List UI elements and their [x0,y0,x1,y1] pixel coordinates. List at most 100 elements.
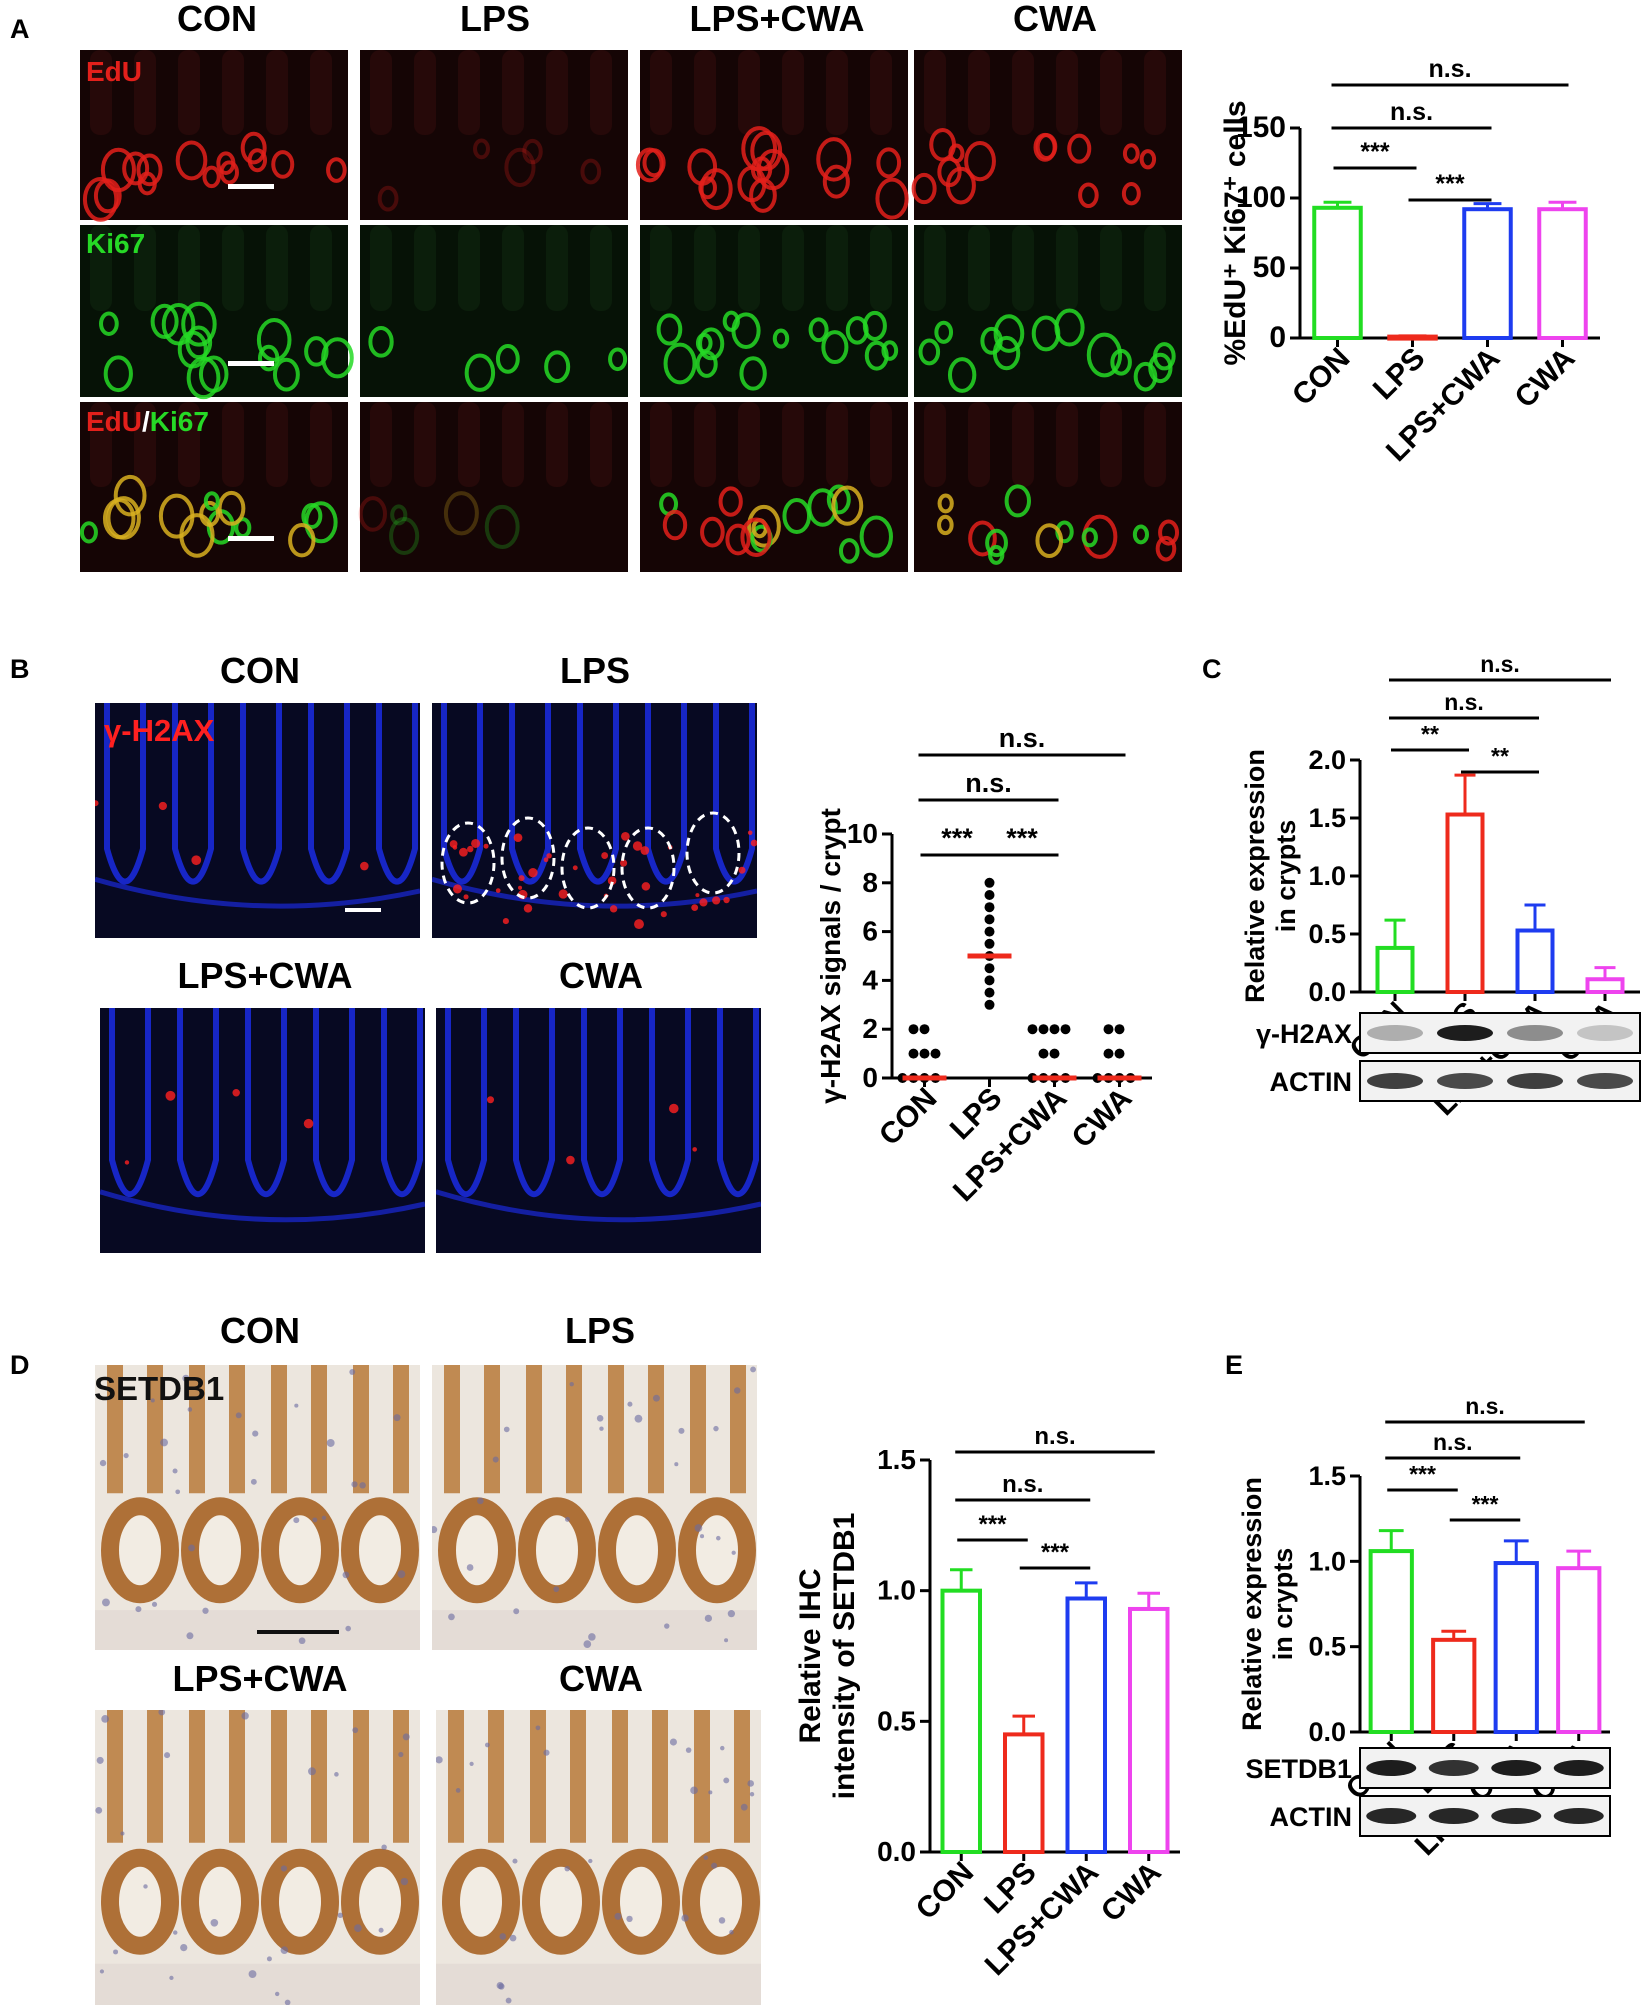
nucleus-counterstain [326,1438,335,1447]
nucleus-counterstain [664,1623,670,1629]
crypt-signal [179,513,215,558]
gh2ax-focus [607,876,617,885]
fluorescence-tile [914,402,1182,572]
gh2ax-focus [95,800,99,807]
chart-a-edu-ki67: 0 50 100 150 CON LPS LPS+CWA CWA n.s. n.s. *** ***%… [1200,40,1640,600]
blot-band [1437,1073,1493,1089]
nucleus-counterstain [188,1544,195,1552]
crypt-signal [826,484,851,515]
bar-cwa [1537,207,1588,340]
gh2ax-focus [634,919,644,930]
nucleus-counterstain [378,1927,384,1933]
nucleus-counterstain [681,1914,689,1922]
data-point [984,890,995,900]
nucleus-counterstain [393,1414,401,1422]
nucleus-counterstain [186,1632,194,1640]
bar-lps-cwa [1493,1561,1539,1734]
crypt-signal [937,493,954,514]
nucleus-counterstain [599,1426,604,1431]
villus-shadow [738,50,760,135]
x-tick-label: CON [1286,342,1356,412]
nucleus-counterstain [708,1790,713,1795]
x-tick-label: CON [910,1856,980,1926]
villus-epithelium [612,1710,668,1843]
crypt-stain [341,1848,419,1955]
crypt-signal [937,156,962,188]
villus-shadow [1012,402,1034,487]
fluorescence-tile [640,402,908,572]
villus-shadow [694,402,716,487]
crypt-stain [181,1497,259,1604]
data-point [908,1024,919,1035]
crypt-signal [695,332,713,354]
tile-background [914,225,1182,397]
nucleus-counterstain [503,1426,510,1433]
nucleus-counterstain [448,1613,455,1621]
crypt-signal [864,340,889,371]
nucleus-counterstain [298,1637,306,1645]
significance-label: n.s. [1465,1393,1505,1419]
crypt-signal [722,310,740,332]
nucleus-counterstain [210,1918,219,1927]
nucleus-counterstain [614,1912,622,1920]
nucleus-counterstain [720,1745,725,1751]
crypt-signal [749,177,777,213]
villus-shadow [222,402,244,487]
nucleus-counterstain [158,1710,166,1716]
villus-shadow [826,50,848,135]
gh2ax-focus [467,845,474,853]
bar-lps [1003,1732,1045,1854]
data-point [984,938,995,949]
villus-shadow [924,50,946,135]
villus-shadow [782,225,804,311]
crypt-stain [261,1497,339,1604]
crypt-stain [682,1848,760,1955]
crypt-signal [177,330,208,369]
panel-a-edu-label: EdU [86,56,142,87]
panel-letter-b: B [10,654,30,684]
nucleus-counterstain [359,1482,366,1489]
gh2ax-focus [641,882,651,891]
crypt-signal [358,496,388,532]
panel-b-image-lps-svg [432,703,757,938]
data-point [984,877,995,888]
panel-d-header-cwa: CWA [559,1658,643,1699]
villus-epithelium [690,1365,746,1494]
fluorescence-tile [360,225,628,397]
crypt-signal [79,521,98,544]
nucleus-counterstain [711,1862,718,1869]
y-axis-label: %EdU⁺ Ki67⁺ cells [1219,100,1252,365]
panel-a-image-grid-svg [79,50,1182,572]
nucleus-counterstain [553,1586,560,1593]
blot-band [1491,1808,1542,1824]
tile-background [640,225,908,397]
villus-shadow [968,50,990,135]
fluorescence-tile [360,50,628,220]
panel-b-image-con-svg [95,703,420,938]
villus-outline [441,703,483,885]
blot-band [1577,1073,1633,1089]
significance-label: *** [941,823,973,853]
scale-bar [257,1630,339,1634]
crypt-signal [968,520,997,557]
significance-label: n.s. [965,768,1012,798]
crypt-signal [203,491,220,511]
villus-shadow [178,402,200,487]
villus-shadow [738,225,760,311]
y-tick-label: 1.0 [877,1575,916,1606]
villus-shadow [590,225,612,311]
crypt-signal [247,148,268,173]
nucleus-counterstain [250,1478,257,1485]
nucleus-counterstain [569,1381,574,1387]
data-point [1060,1024,1071,1035]
gh2ax-focus [620,859,628,867]
crypt-signal [495,343,520,374]
nucleus-counterstain [241,1712,249,1720]
tile-background [360,50,628,220]
y-axis-label: intensity of SETDB1 [828,1513,861,1800]
nucleus-counterstain [432,1526,438,1534]
crypt-signal [522,138,543,165]
gh2ax-focus [452,884,463,894]
villus-shadow [414,402,436,487]
panel-b-header-lps-cwa: LPS+CWA [177,955,353,996]
